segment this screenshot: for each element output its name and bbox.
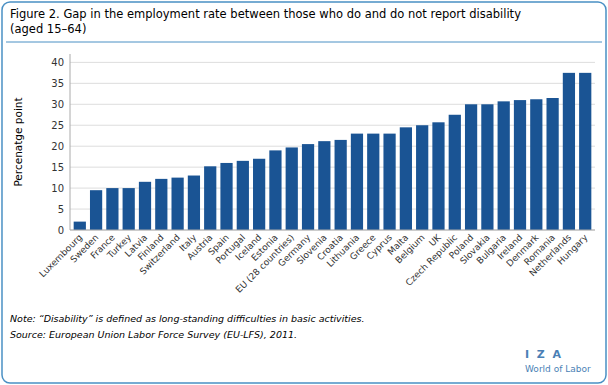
x-tick-label: Czech Republic [404, 232, 460, 288]
bar [155, 179, 167, 230]
bars [74, 73, 592, 230]
bar [563, 73, 575, 230]
bar [530, 99, 542, 230]
bar [400, 127, 412, 230]
bar [514, 100, 526, 230]
chart: Figure 2. Gap in the employment rate bet… [0, 0, 608, 385]
bar [498, 101, 510, 230]
bar [237, 161, 249, 230]
title: Figure 2. Gap in the employment rate bet… [10, 7, 521, 21]
y-tick-label: 30 [51, 99, 64, 110]
bar [416, 125, 428, 230]
bar [449, 115, 461, 230]
bar [220, 163, 232, 230]
x-axis [70, 230, 595, 231]
bar [432, 122, 444, 230]
y-tick-label: 35 [51, 78, 64, 89]
bar [579, 73, 591, 230]
y-tick-label: 15 [51, 162, 64, 173]
y-tick-label: 5 [58, 204, 64, 215]
bar [335, 140, 347, 230]
bar [383, 134, 395, 230]
bar [481, 104, 493, 230]
x-tick-label: Switzerland [138, 232, 182, 276]
y-tick-label: 10 [51, 183, 64, 194]
bar [286, 147, 298, 230]
bar [188, 176, 200, 230]
subtitle: (aged 15–64) [10, 22, 86, 36]
bar [171, 178, 183, 230]
bar [546, 98, 558, 230]
grid-line [70, 83, 595, 84]
bar [269, 150, 281, 230]
bar [123, 188, 135, 230]
y-tick-label: 0 [58, 225, 64, 236]
grid-line [70, 62, 595, 63]
y-tick-label: 25 [51, 120, 64, 131]
x-tick-label: Hungary [555, 232, 590, 267]
brand: I Z A [525, 348, 561, 361]
title-rule [6, 42, 602, 43]
y-axis [70, 54, 71, 230]
bar [351, 134, 363, 230]
y-tick-label: 40 [51, 57, 64, 68]
grid-line [70, 230, 595, 231]
y-tick-label: 20 [51, 141, 64, 152]
bar [253, 159, 265, 230]
bar [106, 188, 118, 230]
bar [367, 134, 379, 230]
note: Note: “Disability” is defined as long-st… [10, 313, 365, 324]
bar [74, 222, 86, 230]
y-axis-label: Percenatge point [12, 97, 24, 186]
bar [139, 182, 151, 230]
bar [318, 141, 330, 230]
frame [2, 2, 606, 383]
bar [90, 190, 102, 230]
bar [204, 166, 216, 230]
bar [302, 144, 314, 230]
bar [465, 104, 477, 230]
source: Source: European Union Labor Force Surve… [10, 329, 297, 340]
x-tick-label: Belgium [393, 232, 426, 265]
brand-sub: World of Labor [525, 364, 591, 374]
